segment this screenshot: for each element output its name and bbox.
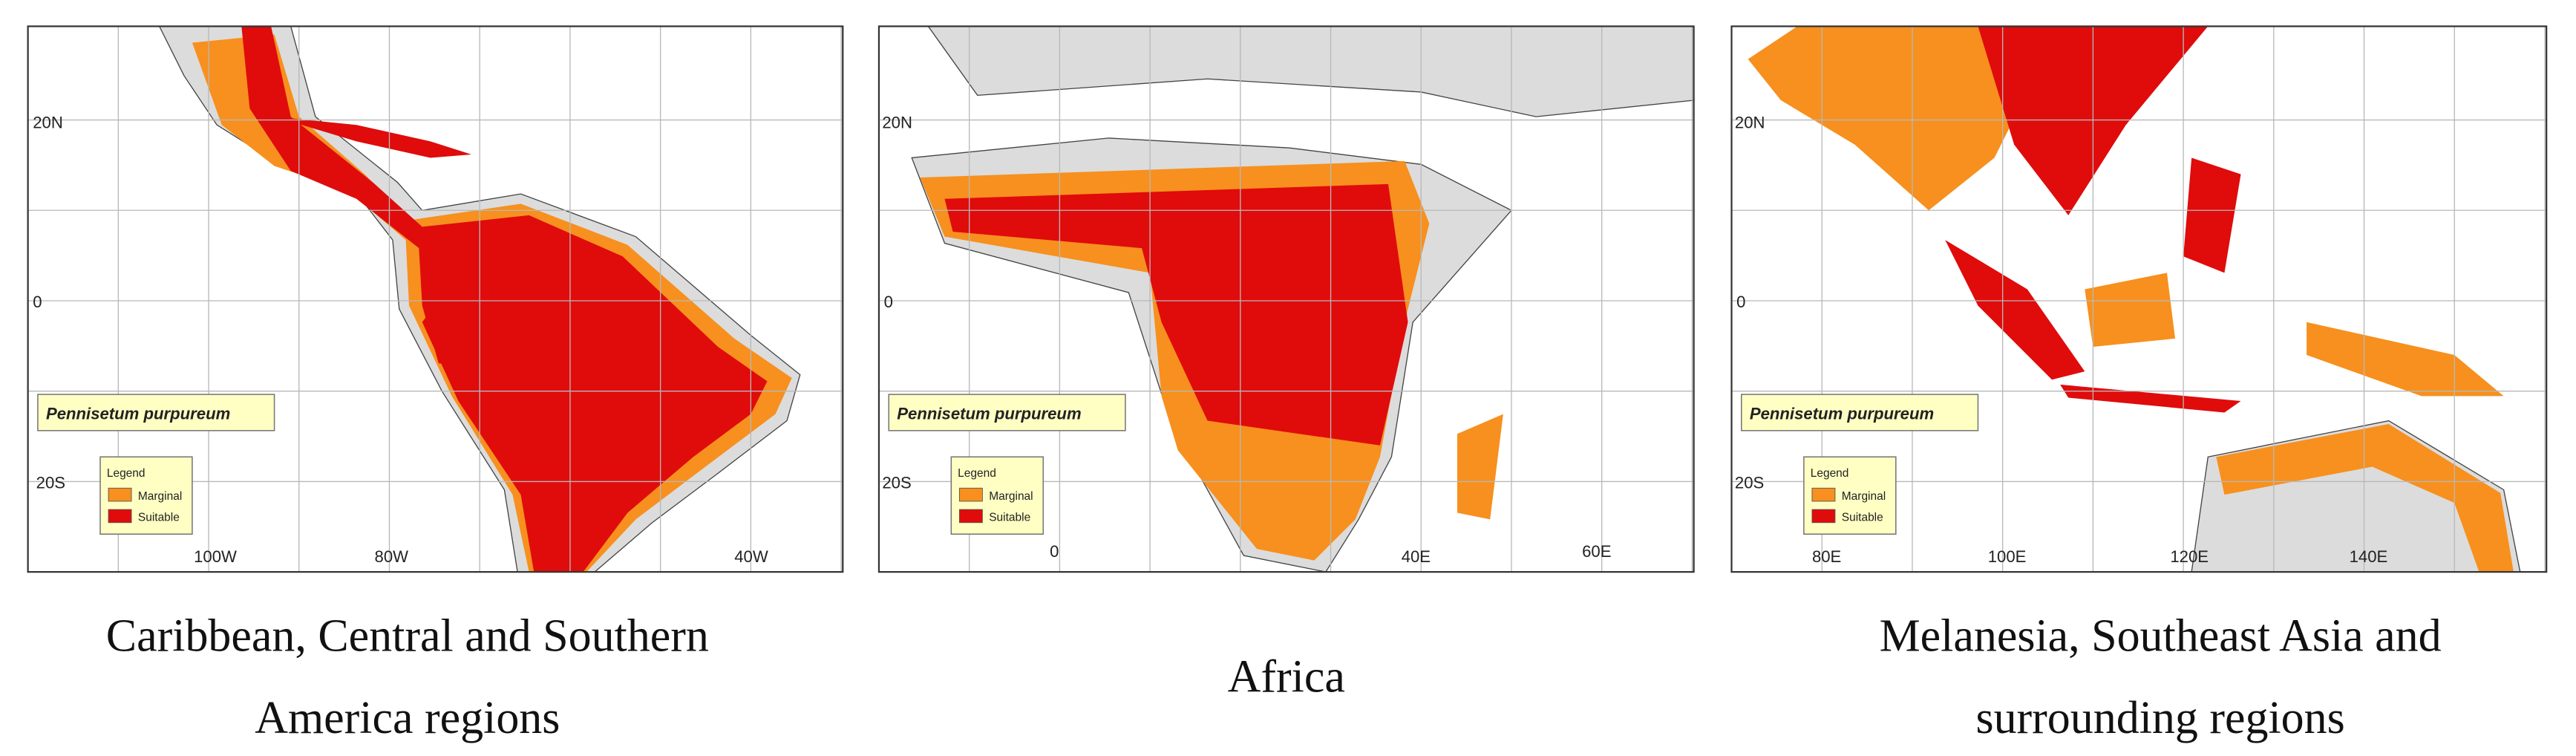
grid-label: 80E — [1812, 547, 1841, 566]
species-box — [888, 394, 1126, 431]
grid-label: 120E — [2170, 547, 2209, 566]
suitable-area — [1945, 240, 2085, 380]
grid-label: 140E — [2350, 547, 2388, 566]
grid-label: 20S — [36, 473, 65, 492]
suitable-area — [241, 26, 768, 573]
species-label: Pennisetum purpureum — [897, 404, 1081, 423]
marginal-area — [1748, 26, 2061, 211]
marginal-area — [2216, 423, 2514, 573]
grid-label: 100E — [1988, 547, 2027, 566]
grid-label: 0 — [1736, 293, 1745, 311]
map-frame — [877, 25, 1695, 573]
legend-item: Marginal — [989, 490, 1033, 503]
land — [927, 26, 1694, 117]
grid-label: 20S — [882, 473, 911, 492]
grid-label: 0 — [33, 293, 42, 311]
caption: Melanesia, Southeast Asia and — [1880, 610, 2442, 661]
grid-label: 0 — [1050, 542, 1059, 561]
grid-label: 20S — [1735, 473, 1764, 492]
legend-swatch — [1811, 487, 1836, 502]
map-panel: 20N 0 20S 100W 80W 40W Pennisetum purpureum Leg… — [27, 25, 844, 573]
grid-label: 80W — [375, 547, 409, 566]
legend-swatch — [958, 509, 983, 524]
map-frame — [1730, 25, 2548, 573]
legend-item: Marginal — [1842, 490, 1886, 503]
legend-title: Legend — [958, 467, 996, 480]
grid-label: 100W — [194, 547, 237, 566]
graticule — [1731, 26, 2547, 573]
caption: surrounding regions — [1975, 693, 2344, 743]
suitable-area — [944, 183, 1408, 446]
map-frame — [27, 25, 844, 573]
graticule — [878, 26, 1694, 573]
legend-item: Suitable — [138, 512, 180, 524]
grid-label: 20N — [33, 114, 63, 132]
grid-label: 60E — [1582, 542, 1611, 561]
legend-title: Legend — [107, 467, 146, 480]
grid-label: 0 — [884, 293, 893, 311]
suitable-area — [274, 117, 472, 158]
legend-swatch — [1811, 509, 1836, 524]
graticule — [27, 26, 843, 573]
species-label: Pennisetum purpureum — [46, 404, 230, 423]
legend-swatch — [108, 487, 132, 502]
grid-label: 40W — [734, 547, 768, 566]
legend-swatch — [958, 487, 983, 502]
species-box — [1741, 394, 1979, 431]
legend-title: Legend — [1811, 467, 1849, 480]
legend-swatch — [108, 509, 132, 524]
caption: Africa — [1228, 652, 1345, 703]
marginal-area — [1457, 414, 1503, 520]
grid-label: 20N — [1735, 114, 1765, 132]
legend-item: Suitable — [1842, 512, 1883, 524]
suitable-area — [2183, 157, 2241, 273]
species-box — [37, 394, 275, 431]
legend-item: Marginal — [138, 490, 182, 503]
grid-label: 40E — [1402, 547, 1431, 566]
marginal-area — [2085, 273, 2176, 347]
species-label: Pennisetum purpureum — [1750, 404, 1934, 423]
grid-label: 20N — [882, 114, 912, 132]
map-panel: 20N 0 20S 0 40E 60E Pennisetum purpureum Legend… — [877, 25, 1695, 573]
legend-item: Suitable — [989, 512, 1030, 524]
map-panel: 20N 0 20S 80E 100E 120E 140E Pennisetum purpure… — [1730, 25, 2548, 573]
caption: Caribbean, Central and Southern — [106, 610, 709, 661]
caption: America regions — [255, 693, 560, 743]
